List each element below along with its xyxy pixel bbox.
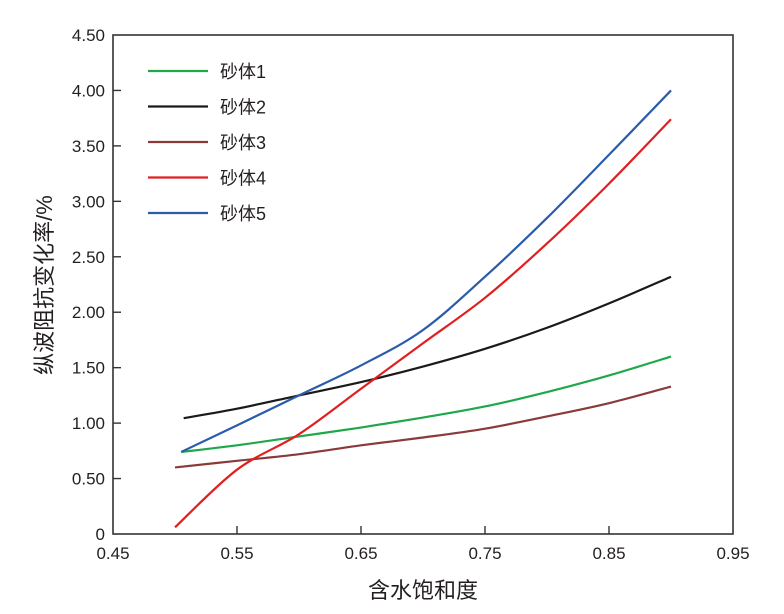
legend-label: 砂体1 (220, 62, 266, 82)
y-tick-label: 2.50 (72, 248, 105, 267)
y-tick-label: 2.00 (72, 303, 105, 322)
y-tick-label: 3.50 (72, 137, 105, 156)
series-line-2 (183, 275, 672, 420)
y-tick-label: 0 (96, 525, 105, 544)
x-tick-label: 0.45 (96, 544, 129, 563)
plot-frame (112, 34, 734, 535)
x-tick-label: 0.55 (220, 544, 253, 563)
legend-label: 砂体2 (220, 98, 266, 118)
y-tick-label: 1.00 (72, 414, 105, 433)
legend-label: 砂体5 (220, 204, 266, 224)
x-tick-label: 0.65 (344, 544, 377, 563)
series-line-4 (174, 118, 672, 529)
x-axis-label: 含水饱和度 (368, 578, 478, 603)
y-tick-label: 4.00 (72, 81, 105, 100)
x-tick-label: 0.75 (468, 544, 501, 563)
y-tick-label: 1.50 (72, 359, 105, 378)
series-line-3 (174, 385, 672, 469)
x-tick-label: 0.95 (716, 544, 749, 563)
y-tick-label: 4.50 (72, 26, 105, 45)
legend-label: 砂体4 (220, 169, 266, 189)
y-axis-label: 纵波阻抗变化率/% (32, 195, 57, 375)
x-tick-label: 0.85 (592, 544, 625, 563)
series-line-1 (181, 355, 672, 454)
y-tick-label: 0.50 (72, 470, 105, 489)
legend-label: 砂体3 (220, 133, 266, 153)
y-tick-label: 3.00 (72, 192, 105, 211)
series-line-5 (180, 89, 672, 453)
